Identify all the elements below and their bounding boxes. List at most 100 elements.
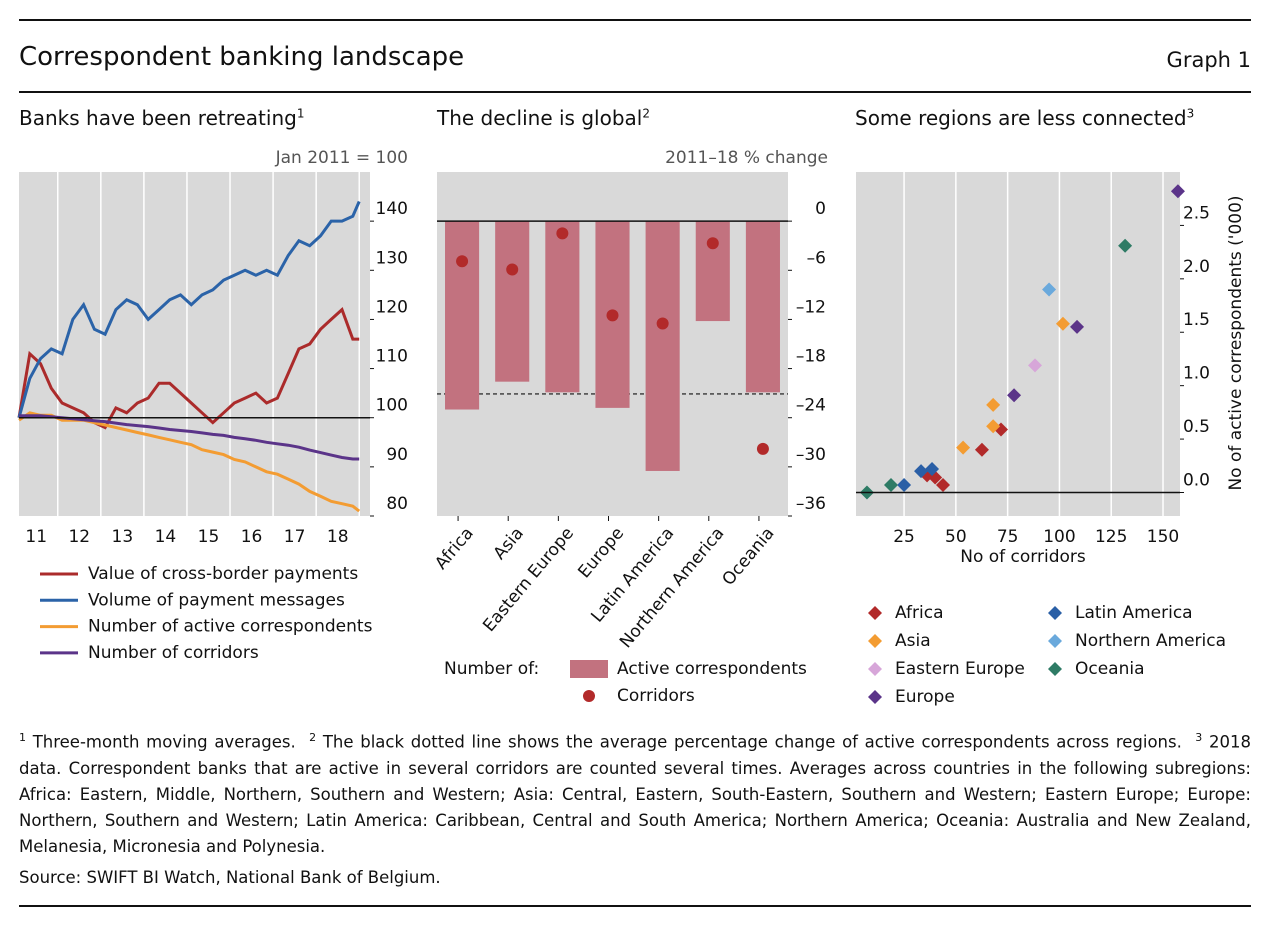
legend-swatch — [1048, 662, 1062, 676]
legend-label: Oceania — [1075, 659, 1145, 679]
x-tick-label: 25 — [893, 527, 915, 547]
note-text: The black dotted line shows the average … — [322, 732, 1182, 752]
dot — [606, 309, 619, 322]
x-tick-label: 75 — [997, 527, 1019, 547]
x-tick-label: 14 — [155, 527, 177, 547]
point — [897, 478, 912, 493]
note-marker: 2 — [642, 106, 650, 121]
y-tick-label: –6 — [807, 248, 826, 268]
y-tick-label: 2.0 — [1183, 257, 1210, 277]
bar — [645, 221, 680, 471]
unit-label: Jan 2011 = 100 — [275, 148, 408, 168]
y-axis-title: No of active correspondents ('000) — [1226, 195, 1246, 490]
dot — [706, 237, 719, 250]
legend-label: Volume of payment messages — [88, 590, 345, 610]
note-marker: 3 — [1186, 106, 1195, 121]
x-axis-title: No of corridors — [960, 547, 1086, 567]
point — [974, 442, 989, 457]
legend-label: Africa — [895, 603, 944, 623]
note-marker: 1 — [19, 731, 26, 744]
point — [1055, 316, 1070, 331]
x-tick-label: 13 — [112, 527, 134, 547]
graph-label: Graph 1 — [1166, 48, 1251, 72]
y-tick-label: 90 — [386, 445, 408, 465]
y-tick-label: –12 — [796, 297, 826, 317]
point — [1042, 282, 1057, 297]
legend-label: Active correspondents — [617, 659, 807, 679]
plot-background — [856, 172, 1180, 516]
y-tick-label: 1.5 — [1183, 310, 1210, 330]
x-tick-label: 12 — [68, 527, 90, 547]
top-rule — [19, 19, 1251, 21]
legend-swatch — [868, 690, 882, 704]
point — [884, 478, 899, 493]
legend-swatch — [868, 662, 882, 676]
x-tick-label: Oceania — [719, 524, 779, 590]
y-tick-label: –30 — [796, 445, 826, 465]
point — [1027, 358, 1042, 373]
panel-title: Banks have been retreating1 — [19, 106, 304, 130]
legend-label: Value of cross-border payments — [88, 564, 358, 584]
note-marker: 3 — [1195, 731, 1203, 744]
y-tick-label: 0.0 — [1183, 470, 1210, 490]
legend-swatch — [583, 690, 595, 702]
y-tick-label: 2.5 — [1183, 203, 1210, 223]
y-tick-label: 0.5 — [1183, 417, 1210, 437]
panel-title-text: The decline is global — [437, 106, 643, 130]
legend-label: Number of active correspondents — [88, 617, 373, 637]
line-series — [17, 200, 361, 419]
y-tick-label: –18 — [796, 347, 826, 367]
y-tick-label: 130 — [376, 248, 408, 268]
x-tick-label: 15 — [198, 527, 220, 547]
footnotes: 1 Three-month moving averages. 2 The bla… — [19, 725, 1251, 860]
plot-background — [19, 172, 370, 516]
legend-swatch — [868, 634, 882, 648]
line-series — [17, 306, 360, 430]
x-tick-label: 100 — [1043, 527, 1075, 547]
dot — [506, 263, 519, 276]
dot — [456, 255, 469, 268]
y-tick-label: 120 — [376, 297, 408, 317]
x-tick-label: 18 — [327, 527, 349, 547]
legend-title: Number of: — [444, 659, 539, 679]
legend-swatch — [1048, 606, 1062, 620]
y-tick-label: –24 — [796, 396, 826, 416]
panel-title: The decline is global2 — [437, 106, 650, 130]
bottom-rule — [19, 905, 1251, 907]
note-text: Three-month moving averages. — [32, 732, 296, 752]
panel-title: Some regions are less connected3 — [855, 106, 1194, 130]
y-tick-label: 1.0 — [1183, 364, 1210, 384]
x-tick-label: Eastern Europe — [479, 524, 578, 636]
x-tick-label: Africa — [431, 524, 477, 574]
dot — [756, 442, 769, 455]
note-text: 2018 data. Correspondent banks that are … — [19, 732, 1251, 856]
legend-label: Northern America — [1075, 631, 1226, 651]
legend-swatch — [868, 606, 882, 620]
line-series — [19, 414, 360, 461]
legend-label: Latin America — [1075, 603, 1193, 623]
legend-swatch — [570, 660, 608, 678]
point — [1007, 388, 1022, 403]
point — [925, 461, 940, 476]
bar — [695, 221, 730, 322]
y-tick-label: 140 — [376, 199, 408, 219]
x-tick-label: 17 — [284, 527, 306, 547]
legend-label: Number of corridors — [88, 643, 259, 663]
point — [936, 478, 951, 493]
dot — [656, 317, 669, 330]
y-tick-label: 110 — [376, 347, 408, 367]
point — [1170, 184, 1185, 199]
note-marker: 2 — [309, 731, 317, 744]
legend-label: Asia — [895, 631, 931, 651]
point — [986, 419, 1001, 434]
y-tick-label: –36 — [796, 494, 826, 514]
unit-label: 2011–18 % change — [665, 148, 828, 168]
figure-title: Correspondent banking landscape — [19, 42, 465, 72]
bar — [445, 221, 480, 410]
legend-label: Europe — [895, 687, 955, 707]
x-tick-label: 150 — [1147, 527, 1179, 547]
y-tick-label: 100 — [376, 396, 408, 416]
x-tick-label: 11 — [25, 527, 47, 547]
legend-label: Eastern Europe — [895, 659, 1025, 679]
